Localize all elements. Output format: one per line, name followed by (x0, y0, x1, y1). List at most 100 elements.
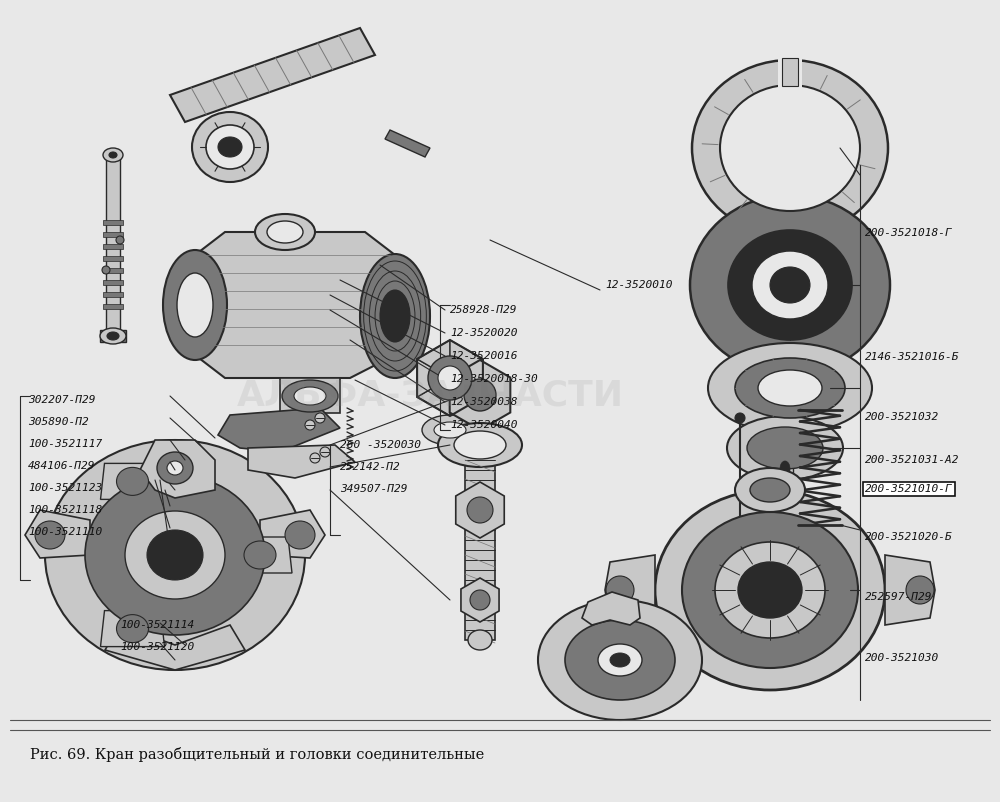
Ellipse shape (682, 512, 858, 668)
Bar (103, 256, 123, 261)
Bar (103, 232, 123, 237)
Ellipse shape (282, 380, 338, 412)
Polygon shape (195, 232, 395, 378)
Bar (100, 330, 126, 342)
Bar (778, 56, 802, 91)
Ellipse shape (735, 468, 805, 512)
Text: 200-3521032: 200-3521032 (865, 412, 939, 422)
Ellipse shape (770, 267, 810, 303)
Ellipse shape (107, 332, 119, 340)
Ellipse shape (728, 230, 852, 340)
Polygon shape (101, 464, 165, 500)
Ellipse shape (470, 590, 490, 610)
Text: 100-3521114: 100-3521114 (120, 620, 194, 630)
Ellipse shape (310, 453, 320, 463)
Ellipse shape (100, 328, 126, 344)
Text: 252142-П2: 252142-П2 (340, 462, 401, 472)
Bar (465, 455, 495, 640)
Ellipse shape (117, 468, 149, 496)
Ellipse shape (244, 541, 276, 569)
Ellipse shape (780, 461, 790, 477)
Text: 302207-П29: 302207-П29 (28, 395, 96, 405)
Polygon shape (450, 340, 483, 378)
Text: 305890-П2: 305890-П2 (28, 417, 89, 427)
Polygon shape (450, 359, 483, 397)
Bar (777, 448, 793, 490)
Ellipse shape (177, 273, 213, 337)
Bar (103, 220, 123, 225)
Ellipse shape (538, 600, 702, 720)
Polygon shape (100, 610, 164, 646)
Ellipse shape (116, 614, 148, 642)
Polygon shape (260, 510, 325, 558)
Ellipse shape (565, 620, 675, 700)
Ellipse shape (422, 415, 478, 445)
Text: 260 -3520030: 260 -3520030 (340, 440, 421, 450)
Text: 200-3521030: 200-3521030 (865, 653, 939, 662)
Ellipse shape (777, 485, 793, 495)
Polygon shape (228, 537, 292, 573)
Bar (103, 304, 123, 309)
Ellipse shape (35, 521, 65, 549)
Bar (782, 58, 798, 86)
Ellipse shape (598, 644, 642, 676)
Text: 200-3521020-Б: 200-3521020-Б (865, 533, 953, 542)
Polygon shape (417, 378, 450, 416)
Ellipse shape (109, 152, 117, 158)
Ellipse shape (467, 497, 493, 523)
Ellipse shape (750, 478, 790, 502)
Ellipse shape (380, 290, 410, 342)
Ellipse shape (294, 387, 326, 405)
Text: 100-3521110: 100-3521110 (28, 527, 102, 537)
Ellipse shape (655, 490, 885, 690)
Ellipse shape (610, 653, 630, 667)
Text: 200-3521031-А2: 200-3521031-А2 (865, 456, 960, 465)
Text: 100-3521117: 100-3521117 (28, 439, 102, 449)
Ellipse shape (735, 413, 745, 423)
Ellipse shape (715, 542, 825, 638)
Bar (103, 292, 123, 297)
Text: 200-3521018-Г: 200-3521018-Г (865, 228, 953, 237)
Ellipse shape (192, 112, 268, 182)
Text: 12-3520016: 12-3520016 (450, 351, 518, 361)
Text: 484106-П29: 484106-П29 (28, 461, 96, 471)
Ellipse shape (103, 148, 123, 162)
Ellipse shape (464, 379, 496, 411)
Polygon shape (605, 555, 655, 625)
Ellipse shape (735, 358, 845, 418)
Polygon shape (105, 625, 245, 670)
Polygon shape (885, 555, 935, 625)
Ellipse shape (727, 416, 843, 480)
Ellipse shape (206, 125, 254, 169)
Ellipse shape (218, 137, 242, 157)
Ellipse shape (320, 447, 330, 457)
Ellipse shape (315, 413, 325, 423)
Text: 100-3521120: 100-3521120 (120, 642, 194, 652)
Ellipse shape (708, 343, 872, 433)
Ellipse shape (758, 370, 822, 406)
Text: 12-3520040: 12-3520040 (450, 420, 518, 430)
Text: 100-3521118: 100-3521118 (28, 505, 102, 515)
Ellipse shape (438, 423, 522, 467)
Ellipse shape (434, 422, 466, 438)
Text: 12-3520020: 12-3520020 (450, 328, 518, 338)
Text: 100-3521123: 100-3521123 (28, 483, 102, 493)
Ellipse shape (167, 461, 183, 475)
Ellipse shape (163, 250, 227, 360)
Text: Рис. 69. Кран разобщительный и головки соединительные: Рис. 69. Кран разобщительный и головки с… (30, 747, 484, 763)
Ellipse shape (738, 562, 802, 618)
Ellipse shape (468, 630, 492, 650)
Polygon shape (218, 408, 340, 452)
Ellipse shape (285, 521, 315, 549)
Ellipse shape (720, 85, 860, 211)
Ellipse shape (305, 420, 315, 430)
Ellipse shape (692, 60, 888, 236)
Bar (103, 244, 123, 249)
Ellipse shape (85, 475, 265, 635)
Polygon shape (140, 440, 215, 498)
Bar (103, 280, 123, 285)
Ellipse shape (255, 214, 315, 250)
Ellipse shape (360, 254, 430, 378)
Ellipse shape (102, 266, 110, 274)
Ellipse shape (45, 440, 305, 670)
